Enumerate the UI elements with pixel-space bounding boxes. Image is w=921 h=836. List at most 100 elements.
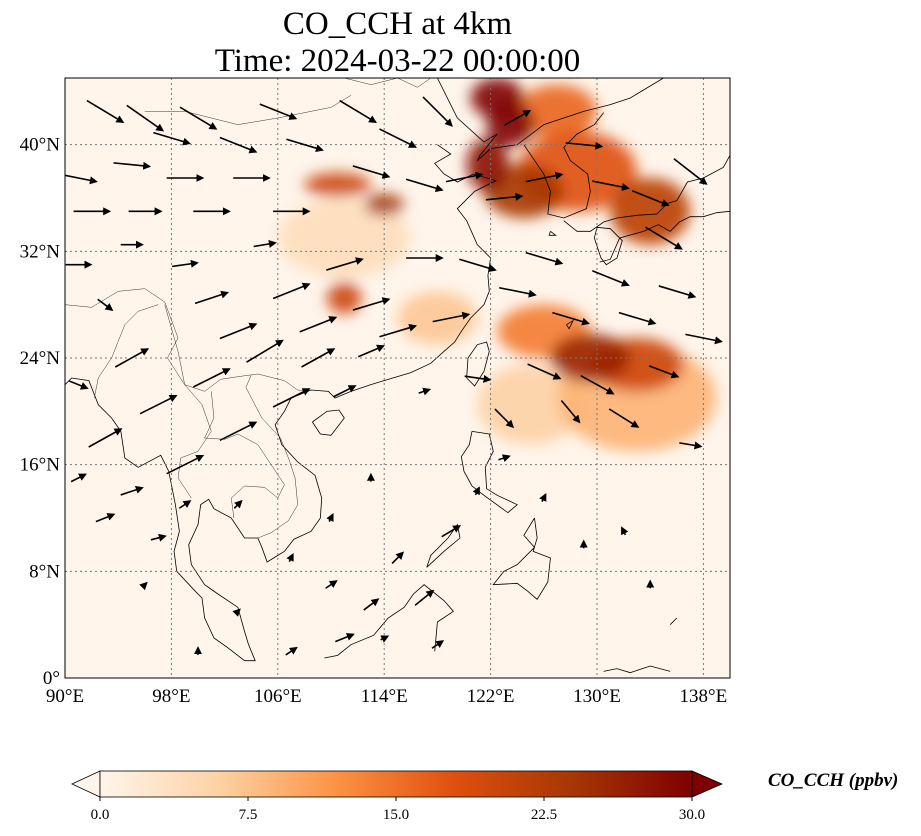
- wind-arrow: [114, 348, 150, 368]
- wind-arrow: [504, 110, 532, 126]
- wind-arrow: [363, 598, 380, 611]
- wind-arrow: [253, 239, 277, 248]
- wind-arrow: [592, 270, 630, 287]
- coastline: [312, 409, 345, 436]
- wind-arrow: [272, 388, 311, 408]
- wind-arrow: [422, 96, 453, 127]
- wind-vectors: [65, 96, 723, 656]
- wind-arrow: [552, 311, 590, 326]
- coastline: [603, 665, 671, 674]
- wind-arrow: [179, 106, 218, 130]
- wind-arrow: [166, 454, 205, 475]
- wind-arrow: [405, 178, 444, 193]
- wind-arrow: [472, 486, 480, 496]
- wind-arrow: [565, 141, 604, 150]
- wind-arrow: [631, 190, 670, 207]
- wind-arrow: [485, 192, 524, 201]
- wind-arrow: [326, 512, 334, 522]
- map-frame: [64, 77, 731, 679]
- wind-arrow: [95, 513, 116, 523]
- colorbar-tick-label: 7.5: [239, 807, 258, 823]
- map-subtitle-time: Time: 2024-03-22 00:00:00: [214, 43, 581, 79]
- axis-ticks: 90°E 98°E 106°E 114°E 122°E 130°E 138°E 0° 8°N 16…: [20, 135, 728, 707]
- wind-arrow: [673, 158, 708, 185]
- wind-arrow: [326, 257, 364, 271]
- wind-arrow: [120, 485, 144, 496]
- wind-arrow: [527, 363, 562, 380]
- coastline: [599, 210, 730, 263]
- wind-arrow: [286, 138, 324, 153]
- wind-arrow: [431, 640, 445, 649]
- colorbar-tick-label: 30.0: [679, 807, 705, 823]
- lat-tick-label: 32°N: [20, 241, 61, 262]
- lat-tick-label: 24°N: [20, 348, 61, 369]
- wind-arrow: [357, 344, 385, 358]
- wind-arrow: [560, 400, 581, 424]
- co-plume: [486, 103, 535, 146]
- wind-arrow: [445, 171, 484, 183]
- lat-tick-label: 16°N: [20, 455, 61, 476]
- wind-arrow: [621, 526, 629, 536]
- lon-tick-label: 122°E: [467, 686, 515, 707]
- wind-arrow: [679, 441, 703, 450]
- wind-arrow: [69, 380, 89, 390]
- colorbar: 0.0 7.5 15.0 22.5 30.0 CO_CCH (ppbv): [71, 770, 898, 823]
- wind-arrow: [325, 580, 338, 589]
- country-border: [344, 78, 431, 88]
- wind-arrow: [645, 226, 683, 250]
- wind-arrow: [414, 589, 435, 606]
- wind-arrow: [113, 161, 152, 170]
- wind-arrow: [219, 322, 258, 340]
- co-plume: [277, 198, 411, 278]
- lon-tick-label: 114°E: [361, 686, 408, 707]
- wind-arrow: [658, 285, 697, 299]
- wind-arrow: [498, 454, 511, 463]
- co-plume: [304, 172, 371, 197]
- wind-arrow: [580, 374, 615, 395]
- co-concentration-field: [277, 78, 717, 452]
- wind-arrow: [232, 608, 241, 617]
- lat-tick-label: 8°N: [29, 561, 60, 582]
- wind-arrow: [246, 339, 284, 363]
- wind-arrow: [380, 635, 390, 643]
- wind-arrow: [618, 311, 657, 326]
- lon-tick-label: 98°E: [152, 686, 190, 707]
- co-plume: [327, 282, 362, 314]
- co-plume: [517, 84, 597, 138]
- coastline: [65, 144, 498, 662]
- country-border: [144, 95, 352, 125]
- coastline: [523, 112, 604, 219]
- wind-arrow: [194, 290, 230, 305]
- coastline: [466, 341, 490, 387]
- wind-arrow: [178, 500, 192, 509]
- wind-arrow: [648, 365, 680, 379]
- lon-tick-label: 90°E: [46, 686, 84, 707]
- wind-arrow: [219, 136, 258, 154]
- wind-arrow: [86, 99, 125, 123]
- colorbar-label: CO_CCH (ppbv): [768, 770, 898, 791]
- wind-arrow: [418, 387, 432, 396]
- lon-tick-label: 106°E: [254, 686, 302, 707]
- wind-arrow: [192, 368, 231, 388]
- colorbar-gradient: [99, 770, 693, 798]
- colorbar-extend-min: [71, 770, 101, 798]
- wind-arrow: [219, 421, 258, 442]
- coastline: [566, 319, 575, 330]
- country-border: [94, 304, 159, 399]
- wind-arrow: [379, 128, 417, 148]
- wind-arrow: [499, 286, 537, 298]
- lat-tick-label: 40°N: [20, 135, 61, 156]
- wind-arrow: [352, 297, 391, 311]
- country-borders: [65, 78, 431, 539]
- wind-arrow: [539, 492, 547, 502]
- co-plume: [477, 364, 584, 445]
- wind-arrow: [339, 99, 377, 123]
- colorbar-tick-label: 15.0: [383, 807, 409, 823]
- coastline: [669, 617, 678, 625]
- co-plume: [397, 291, 478, 345]
- wind-arrow: [171, 259, 199, 268]
- wind-arrow: [272, 282, 311, 300]
- wind-arrow: [525, 251, 564, 266]
- wind-arrow: [285, 646, 298, 656]
- wind-arrow: [441, 525, 462, 538]
